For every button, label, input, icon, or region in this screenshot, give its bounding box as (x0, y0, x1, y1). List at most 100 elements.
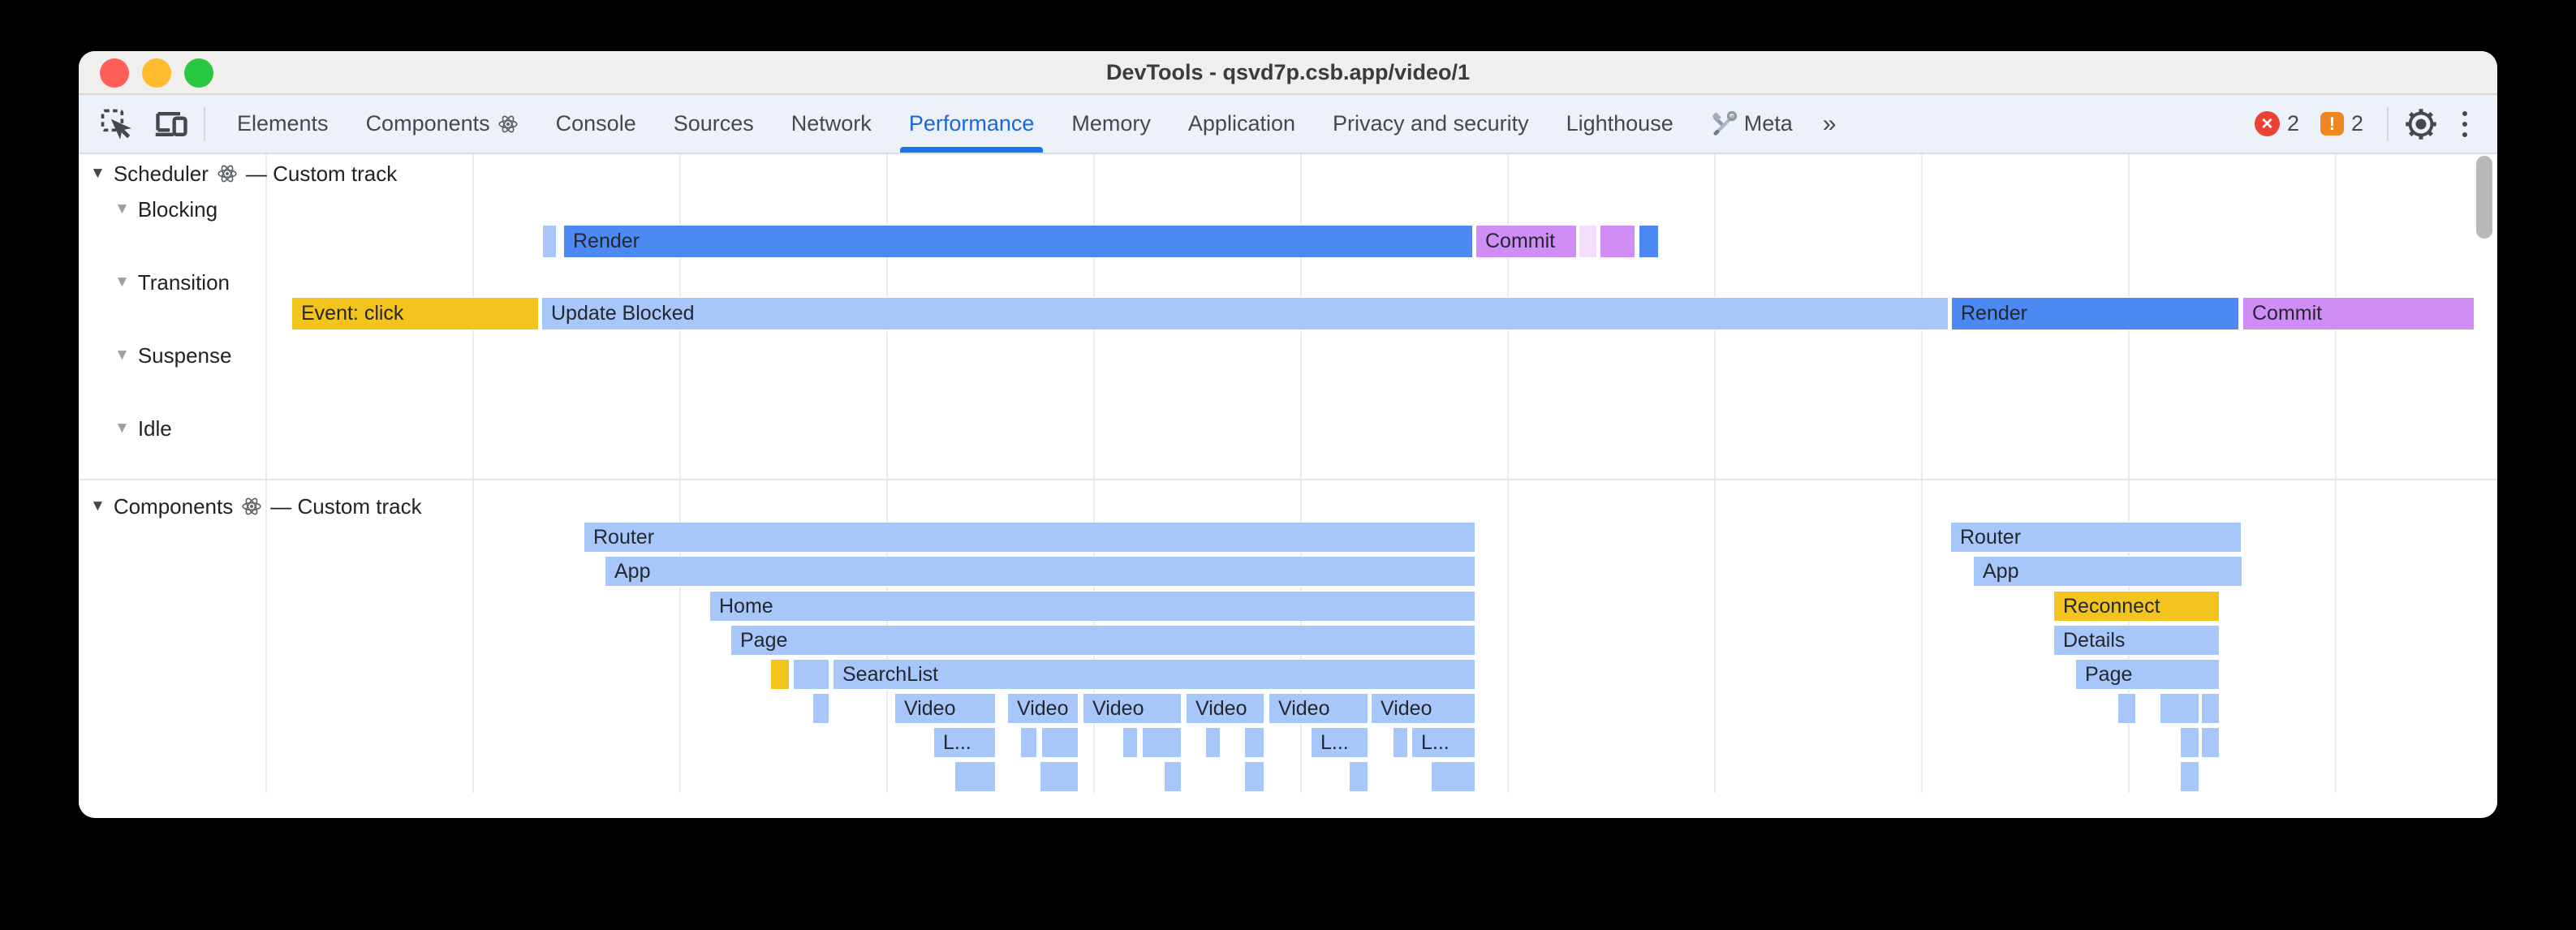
atom-icon (217, 163, 238, 184)
flame-bar[interactable] (2180, 761, 2199, 792)
panel-toolbar: Elements Components Console Sources Network P… (79, 95, 2497, 154)
flame-bar[interactable] (542, 225, 557, 258)
collapse-triangle-icon[interactable]: ▼ (114, 420, 130, 437)
lane-label: Transition (137, 269, 230, 295)
lane-label: Suspense (137, 342, 232, 368)
collapse-triangle-icon[interactable]: ▼ (90, 497, 106, 515)
inspect-icon (101, 109, 131, 140)
lane-idle[interactable]: ▼ Idle (114, 415, 172, 441)
flame-bar[interactable] (1040, 761, 1079, 792)
flame-bar[interactable] (1244, 761, 1264, 792)
atom-icon (498, 114, 519, 135)
collapse-triangle-icon[interactable]: ▼ (114, 273, 130, 291)
flame-bar-reconnect[interactable]: Reconnect (2053, 591, 2220, 622)
flame-bar[interactable] (1020, 727, 1037, 758)
more-tabs-chevron[interactable]: » (1822, 110, 1838, 137)
flame-bar-app[interactable]: App (605, 556, 1475, 587)
flame-bar-l[interactable]: L... (933, 727, 996, 758)
tab-lighthouse[interactable]: Lighthouse (1548, 95, 1692, 153)
tab-meta[interactable]: Meta (1692, 95, 1811, 153)
flame-bar[interactable] (1600, 225, 1635, 258)
lane-blocking[interactable]: ▼ Blocking (114, 196, 218, 222)
tab-label: Network (790, 111, 872, 136)
flame-bar[interactable] (1639, 225, 1659, 258)
vertical-scrollbar[interactable] (2476, 156, 2492, 239)
lane-label: Components (113, 493, 234, 519)
flame-bar[interactable] (793, 659, 829, 690)
tab-application[interactable]: Application (1170, 95, 1314, 153)
flame-bar-details[interactable]: Details (2053, 625, 2220, 656)
flame-bar[interactable] (954, 761, 996, 792)
close-button[interactable] (100, 58, 129, 88)
issues-badge[interactable]: ! 2 (2310, 111, 2374, 136)
flame-bar-video[interactable]: Video (894, 693, 996, 724)
issues-count: 2 (2350, 111, 2363, 136)
flame-bar-app[interactable]: App (1973, 556, 2242, 587)
flame-bar-event-click[interactable]: Event: click (291, 297, 539, 330)
tab-label: Console (555, 111, 636, 136)
flame-bar[interactable] (1349, 761, 1368, 792)
flame-bar-video[interactable]: Video (1269, 693, 1368, 724)
flame-bar[interactable] (2201, 693, 2220, 724)
flame-bar[interactable] (1041, 727, 1079, 758)
tab-components[interactable]: Components (347, 95, 537, 153)
zoom-button[interactable] (184, 58, 213, 88)
flame-bar-commit[interactable]: Commit (2242, 297, 2475, 330)
lane-transition[interactable]: ▼ Transition (114, 269, 230, 295)
minimize-button[interactable] (142, 58, 171, 88)
error-count: 2 (2286, 111, 2299, 136)
flame-bar-home[interactable]: Home (709, 591, 1475, 622)
flame-bar[interactable] (770, 659, 790, 690)
flame-bar-router[interactable]: Router (584, 522, 1475, 553)
traffic-lights (100, 58, 213, 88)
track-divider (79, 479, 2497, 480)
flame-bar[interactable] (2117, 693, 2136, 724)
flame-bar[interactable] (2160, 693, 2199, 724)
flame-bar-page[interactable]: Page (730, 625, 1475, 656)
flame-bar-update-blocked[interactable]: Update Blocked (541, 297, 1949, 330)
more-options-button[interactable] (2445, 105, 2484, 144)
flame-bar[interactable] (1431, 761, 1475, 792)
tab-memory[interactable]: Memory (1053, 95, 1170, 153)
flame-bar-video[interactable]: Video (1083, 693, 1182, 724)
track-header-components[interactable]: ▼ Components — Custom track (90, 493, 422, 519)
flame-bar[interactable] (1122, 727, 1138, 758)
lane-suspense[interactable]: ▼ Suspense (114, 342, 231, 368)
settings-button[interactable] (2402, 105, 2440, 144)
collapse-triangle-icon[interactable]: ▼ (114, 200, 130, 217)
flame-bar-video[interactable]: Video (1007, 693, 1079, 724)
flame-bar[interactable] (1205, 727, 1221, 758)
inspect-button[interactable] (97, 105, 136, 144)
tab-privacy-and-security[interactable]: Privacy and security (1314, 95, 1548, 153)
flame-bar-render[interactable]: Render (563, 225, 1473, 258)
flame-bar[interactable] (1579, 225, 1597, 258)
track-header-scheduler[interactable]: ▼ Scheduler — Custom track (90, 161, 397, 187)
tab-performance[interactable]: Performance (890, 95, 1053, 153)
flame-bar-commit[interactable]: Commit (1475, 225, 1577, 258)
flame-bar-video[interactable]: Video (1371, 693, 1475, 724)
tab-network[interactable]: Network (773, 95, 890, 153)
flame-bar-l[interactable]: L... (1311, 727, 1368, 758)
panel-tabs: Elements Components Console Sources Network P… (218, 95, 1811, 153)
flame-bar-page[interactable]: Page (2075, 659, 2220, 690)
flame-bar[interactable] (1164, 761, 1182, 792)
flame-bar-l[interactable]: L... (1411, 727, 1475, 758)
collapse-triangle-icon[interactable]: ▼ (114, 347, 130, 364)
tab-elements[interactable]: Elements (218, 95, 347, 153)
tab-console[interactable]: Console (537, 95, 655, 153)
flame-bar-searchlist[interactable]: SearchList (833, 659, 1475, 690)
flame-bar[interactable] (1393, 727, 1408, 758)
lane-label: Idle (137, 415, 172, 441)
flame-bar[interactable] (2201, 727, 2220, 758)
device-toolbar-button[interactable] (152, 105, 191, 144)
flame-bar[interactable] (812, 693, 829, 724)
tab-sources[interactable]: Sources (655, 95, 773, 153)
flame-bar[interactable] (1142, 727, 1182, 758)
flame-bar-video[interactable]: Video (1186, 693, 1264, 724)
flame-bar[interactable] (1244, 727, 1264, 758)
flame-bar[interactable] (2180, 727, 2199, 758)
error-badge[interactable]: × 2 (2244, 111, 2310, 136)
flame-bar-render[interactable]: Render (1951, 297, 2239, 330)
collapse-triangle-icon[interactable]: ▼ (90, 165, 106, 182)
flame-bar-router[interactable]: Router (1950, 522, 2242, 553)
